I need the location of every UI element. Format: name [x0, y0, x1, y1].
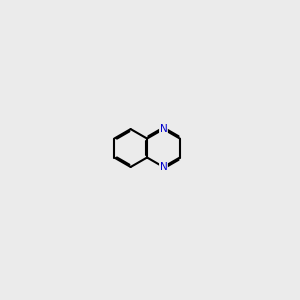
Text: N: N — [160, 162, 167, 172]
Text: N: N — [160, 124, 167, 134]
